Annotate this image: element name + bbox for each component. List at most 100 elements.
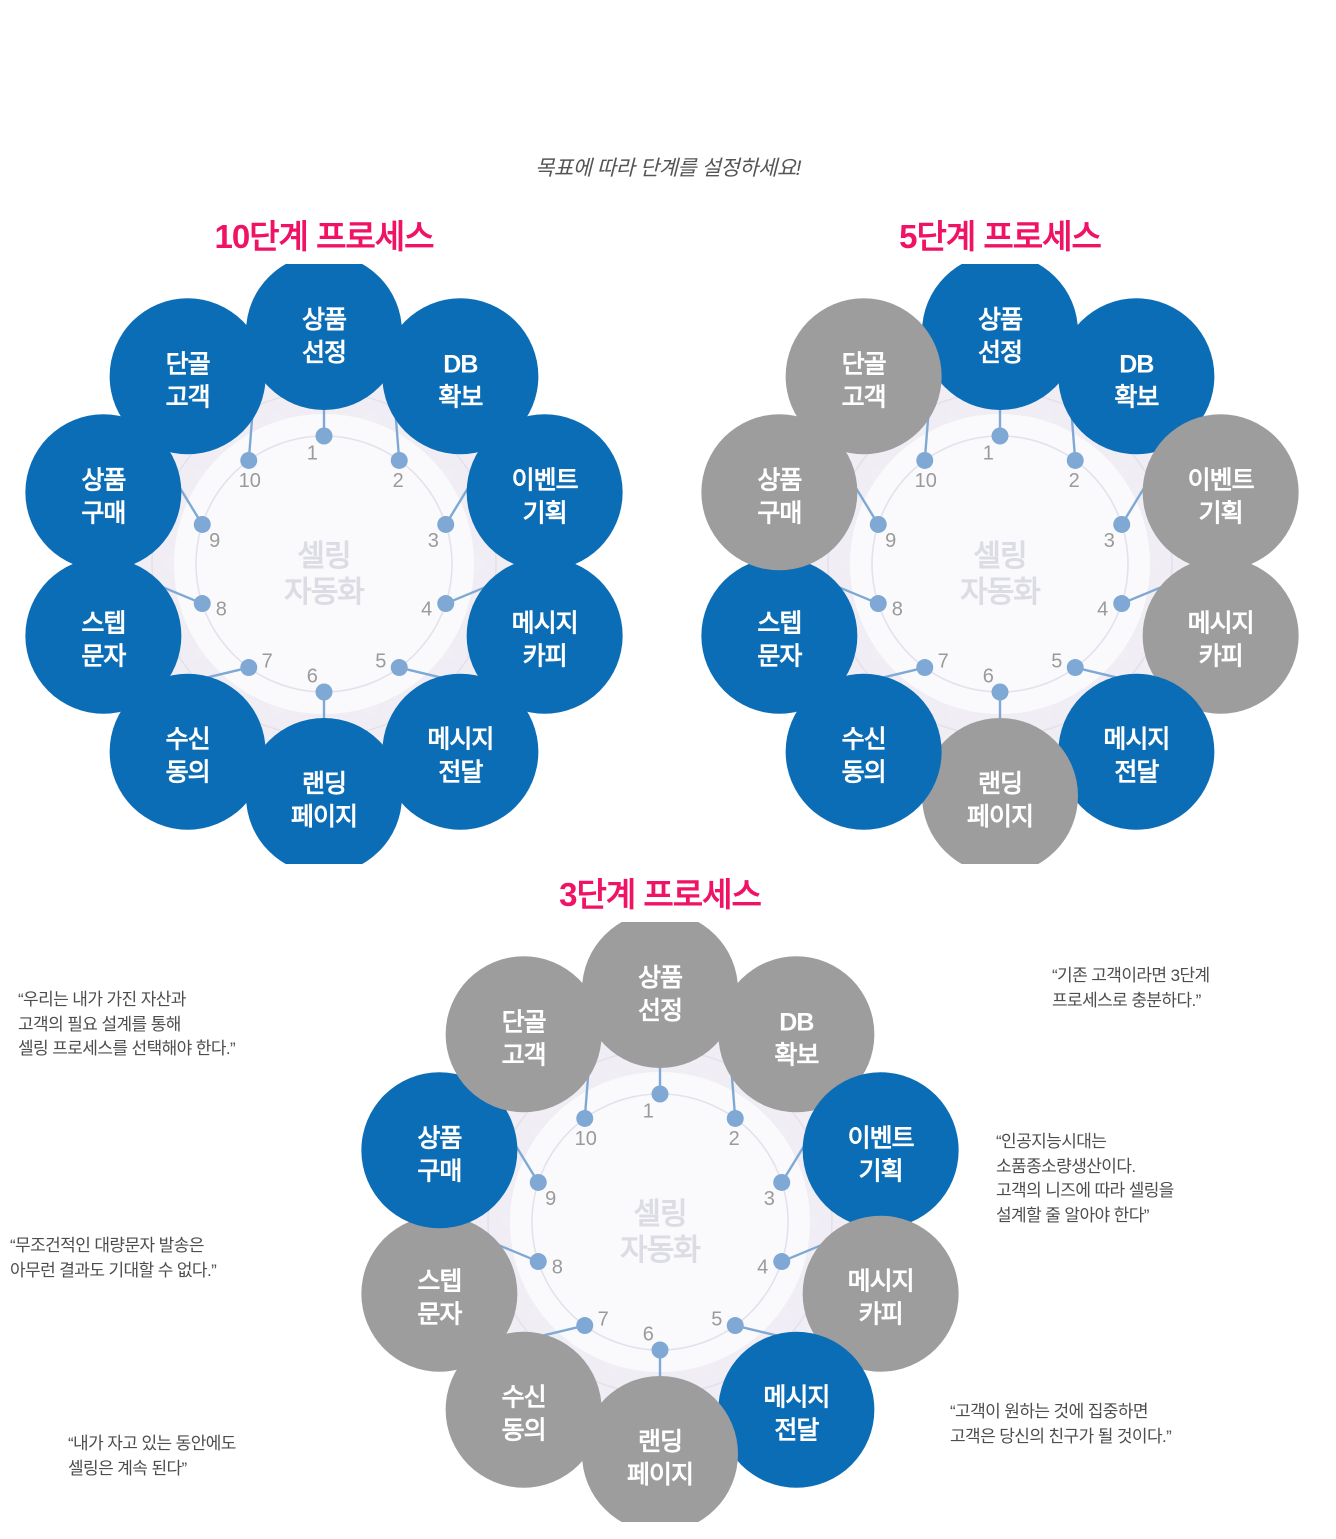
step-number: 5 — [711, 1309, 722, 1331]
step-label-line2: 기획 — [859, 1157, 903, 1185]
step-node-circle[interactable] — [922, 264, 1078, 410]
diagram-10-step: 10단계 프로세스 셀링 자동화 1 상품 선정 2 DB 확보 3 이벤트 기획 4 메시지 카피 5 메시… — [14, 210, 634, 870]
step-label-line1: 상품 — [757, 466, 802, 494]
step-node-circle[interactable] — [109, 298, 266, 455]
step-node-circle[interactable] — [109, 673, 266, 830]
orbit-dot — [240, 659, 258, 677]
step-node-circle[interactable] — [785, 673, 942, 830]
orbit-dot — [726, 1317, 744, 1335]
quote-existing-customer: “기존 고객이라면 3단계 프로세스로 충분하다.” — [1052, 966, 1210, 1010]
step-node-circle[interactable] — [718, 956, 875, 1113]
step-node-circle[interactable] — [445, 1331, 602, 1488]
orbit-dot — [240, 451, 258, 469]
step-node-circle[interactable] — [1058, 298, 1215, 455]
step-number: 1 — [643, 1101, 654, 1123]
step-node-circle[interactable] — [25, 557, 182, 714]
wheel-3: 셀링 자동화 1 상품 선정 2 DB 확보 3 이벤트 기획 4 메시지 카피 5 메시지 전달 6 랜딩 페이지 7… — [350, 922, 970, 1522]
step-label-line2: 구매 — [81, 499, 125, 527]
step-node-2[interactable]: DB 확보 — [718, 956, 875, 1113]
step-number: 9 — [885, 530, 896, 552]
step-node-circle[interactable] — [361, 1072, 518, 1229]
step-node-circle[interactable] — [246, 264, 402, 410]
orbit-dot — [390, 451, 408, 469]
step-node-circle[interactable] — [382, 298, 539, 455]
step-number: 7 — [262, 651, 273, 673]
hub-label-line1: 셀링 — [297, 540, 350, 573]
step-node-circle[interactable] — [466, 414, 623, 571]
step-node-circle[interactable] — [701, 414, 858, 571]
orbit-dot — [437, 515, 455, 533]
step-label-line2: 선정 — [978, 339, 1022, 367]
step-node-circle[interactable] — [466, 557, 623, 714]
step-node-2[interactable]: DB 확보 — [1058, 298, 1215, 455]
step-label-line2: 고객 — [502, 1041, 546, 1069]
step-number: 8 — [552, 1257, 563, 1279]
step-node-circle[interactable] — [1058, 673, 1215, 830]
step-node-2[interactable]: DB 확보 — [382, 298, 539, 455]
orbit-dot — [576, 1317, 594, 1335]
step-node-circle[interactable] — [701, 557, 858, 714]
step-label-line1: 상품 — [302, 306, 347, 334]
step-node-circle[interactable] — [445, 956, 602, 1113]
step-label-line2: 문자 — [417, 1301, 462, 1329]
step-label-line1: 메시지 — [763, 1384, 829, 1412]
diagram-3-step: 3단계 프로세스 셀링 자동화 1 상품 선정 2 DB 확보 3 이벤트 기획 4 메시지 카피 5 메시지… — [350, 868, 970, 1528]
step-label-line2: 구매 — [757, 499, 801, 527]
step-node-circle[interactable] — [25, 414, 182, 571]
diagram-title-3: 3단계 프로세스 — [559, 876, 762, 913]
step-number: 2 — [393, 470, 404, 492]
quote-sleep: “내가 자고 있는 동안에도 셀링은 계속 된다” — [68, 1434, 236, 1478]
diagram-5-step: 5단계 프로세스 셀링 자동화 1 상품 선정 2 DB 확보 3 이벤트 기획 4 메시지 카피 5 메시지… — [690, 210, 1310, 870]
step-node-circle[interactable] — [802, 1215, 959, 1372]
step-label-line2: 페이지 — [627, 1461, 693, 1489]
step-node-circle[interactable] — [246, 718, 402, 864]
step-label-line2: 확보 — [438, 383, 483, 411]
step-label-line2: 확보 — [774, 1041, 819, 1069]
step-node-circle[interactable] — [382, 673, 539, 830]
step-node-circle[interactable] — [802, 1072, 959, 1229]
step-node-circle[interactable] — [1142, 557, 1299, 714]
step-node-circle[interactable] — [582, 922, 738, 1068]
step-node-circle[interactable] — [582, 1376, 738, 1522]
orbit-dot — [390, 659, 408, 677]
step-node-circle[interactable] — [785, 298, 942, 455]
step-label-line2: 전달 — [774, 1417, 819, 1445]
step-node-circle[interactable] — [922, 718, 1078, 864]
step-node-circle[interactable] — [361, 1215, 518, 1372]
wheel-5: 셀링 자동화 1 상품 선정 2 DB 확보 3 이벤트 기획 4 메시지 카피 5 메시지 전달 6 랜딩 페이지 7… — [690, 264, 1310, 864]
orbit-dot — [991, 683, 1009, 701]
step-node-circle[interactable] — [1142, 414, 1299, 571]
step-node-circle[interactable] — [718, 1331, 875, 1488]
orbit-dot — [193, 515, 211, 533]
process-wheel: 셀링자동화1상품선정2DB확보3이벤트기획4메시지카피5메시지전달6랜딩페이지7… — [361, 922, 959, 1522]
wheel-10: 셀링 자동화 1 상품 선정 2 DB 확보 3 이벤트 기획 4 메시지 카피 5 메시지 전달 6 랜딩 페이지 7… — [14, 264, 634, 864]
orbit-dot — [576, 1109, 594, 1127]
